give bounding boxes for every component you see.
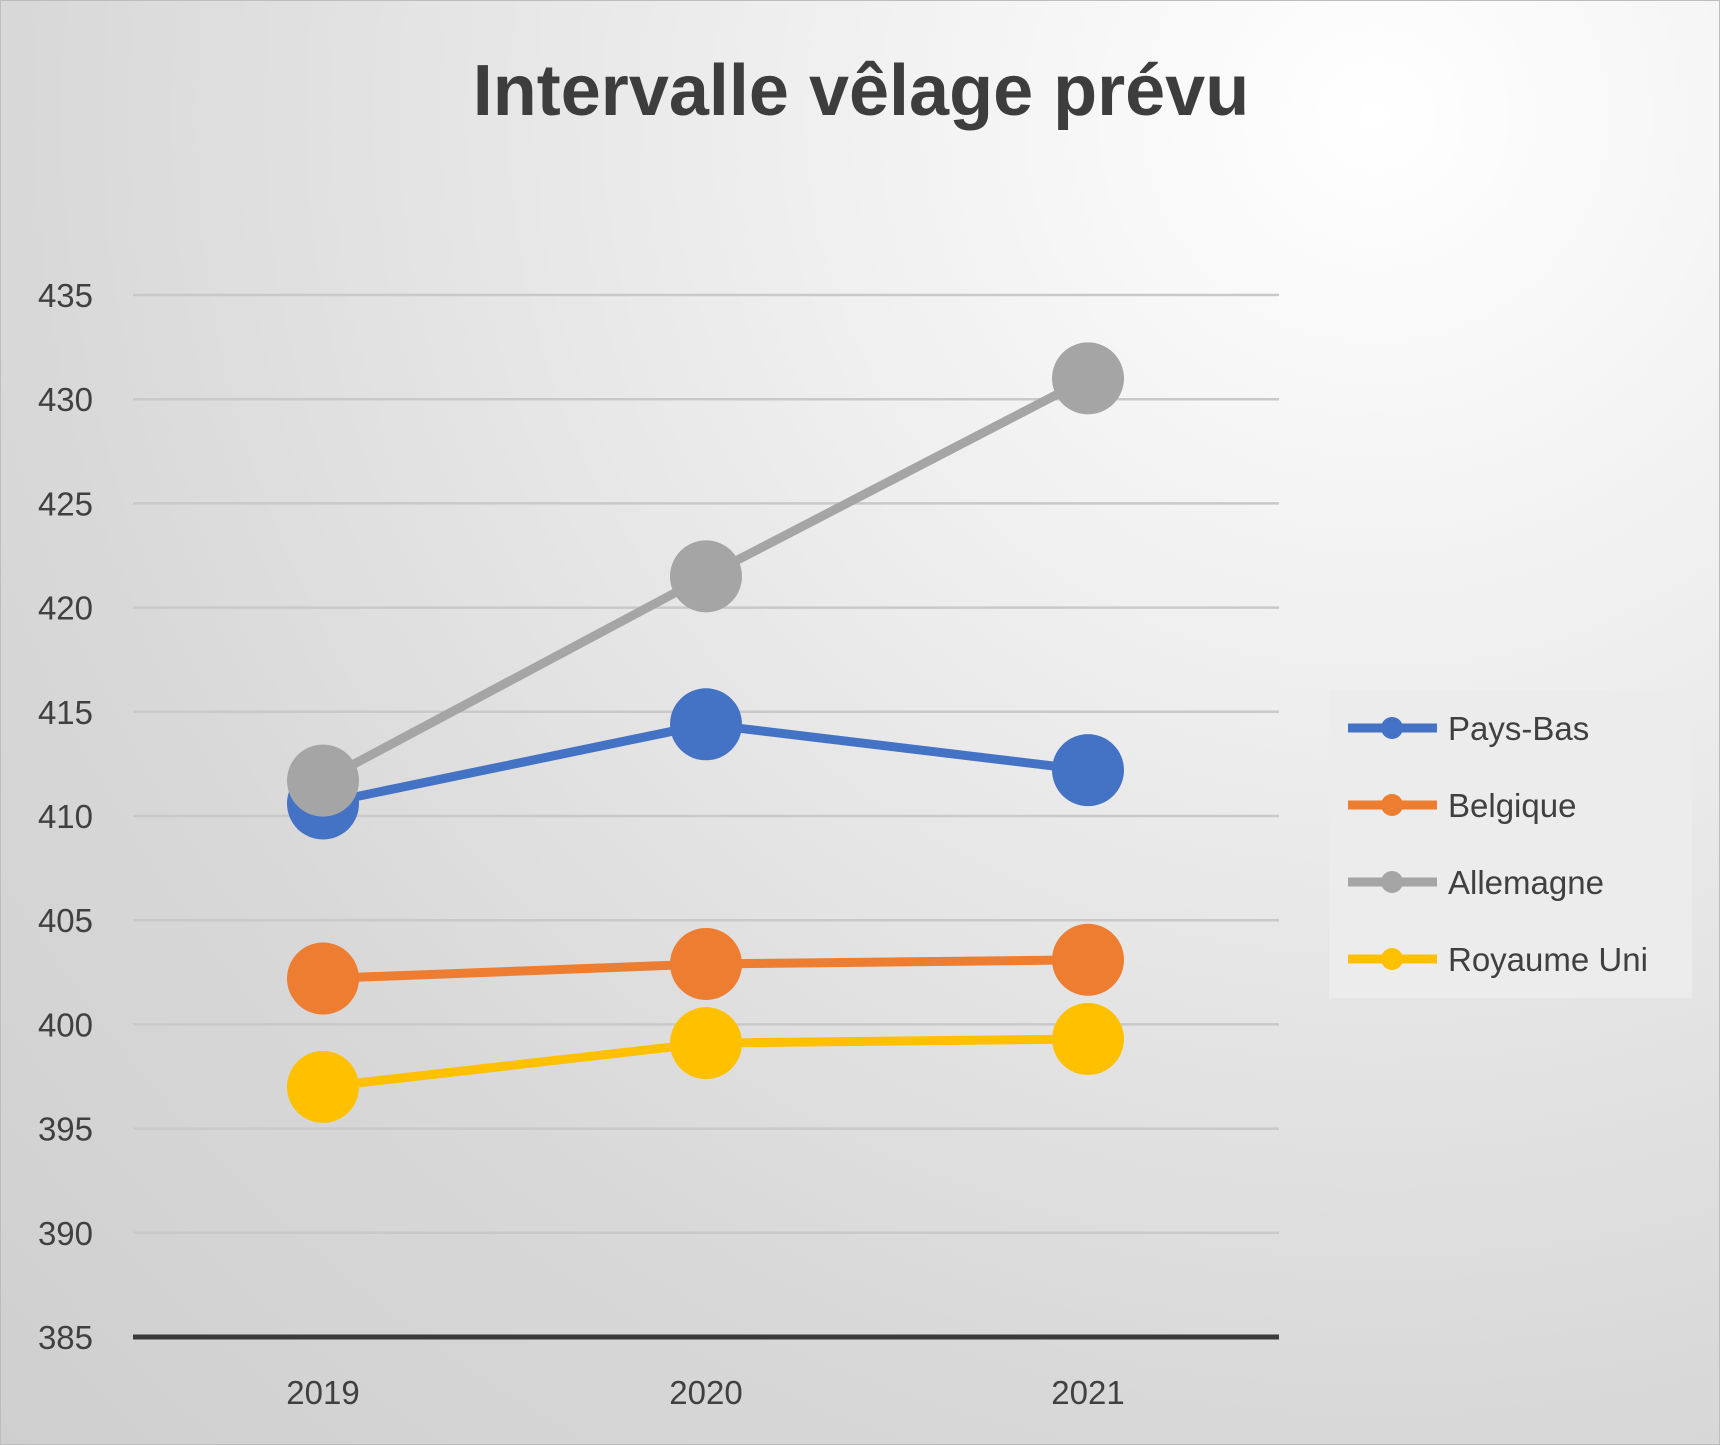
data-point — [287, 942, 359, 1015]
series-3 — [287, 1002, 1124, 1123]
chart-title: Intervalle vêlage prévu — [473, 51, 1249, 131]
legend-item: Allemagne — [1348, 864, 1604, 901]
legend-box — [1329, 690, 1692, 998]
legend-marker-icon — [1381, 948, 1403, 970]
legend-label: Allemagne — [1448, 864, 1604, 901]
x-tick-label: 2021 — [1051, 1374, 1124, 1411]
y-axis: 435 430 425 420 415 410 405 400 395 390 385 — [38, 277, 93, 1356]
data-point — [287, 1050, 359, 1123]
data-point — [1052, 1002, 1124, 1075]
y-tick-label: 410 — [38, 798, 93, 835]
legend-label: Pays-Bas — [1448, 710, 1589, 747]
y-tick-label: 400 — [38, 1006, 93, 1043]
legend-marker-icon — [1381, 794, 1403, 816]
series-1 — [287, 923, 1124, 1015]
y-tick-label: 420 — [38, 590, 93, 627]
data-point — [670, 1007, 742, 1080]
x-tick-label: 2019 — [286, 1374, 359, 1411]
y-tick-label: 385 — [38, 1319, 93, 1356]
data-point — [1052, 923, 1124, 996]
data-point — [670, 540, 742, 613]
legend-label: Belgique — [1448, 787, 1576, 824]
legend-label: Royaume Uni — [1448, 941, 1648, 978]
legend-item: Pays-Bas — [1348, 710, 1589, 747]
y-tick-label: 415 — [38, 694, 93, 731]
legend-item: Belgique — [1348, 787, 1576, 824]
series-2 — [287, 342, 1124, 817]
data-point — [1052, 734, 1124, 807]
x-tick-label: 2020 — [669, 1374, 742, 1411]
legend-item: Royaume Uni — [1348, 941, 1648, 978]
data-point — [670, 688, 742, 761]
y-tick-label: 425 — [38, 485, 93, 522]
y-tick-label: 395 — [38, 1111, 93, 1148]
y-tick-label: 430 — [38, 381, 93, 418]
x-axis: 2019 2020 2021 — [286, 1374, 1124, 1411]
y-tick-label: 435 — [38, 277, 93, 314]
y-tick-label: 390 — [38, 1215, 93, 1252]
y-tick-label: 405 — [38, 902, 93, 939]
legend-marker-icon — [1381, 871, 1403, 893]
data-point — [287, 744, 359, 817]
data-point — [1052, 342, 1124, 415]
legend-marker-icon — [1381, 717, 1403, 739]
data-point — [670, 927, 742, 1000]
series-group — [287, 342, 1124, 1123]
legend: Pays-Bas Belgique Allemagne Royaume Uni — [1329, 690, 1692, 998]
